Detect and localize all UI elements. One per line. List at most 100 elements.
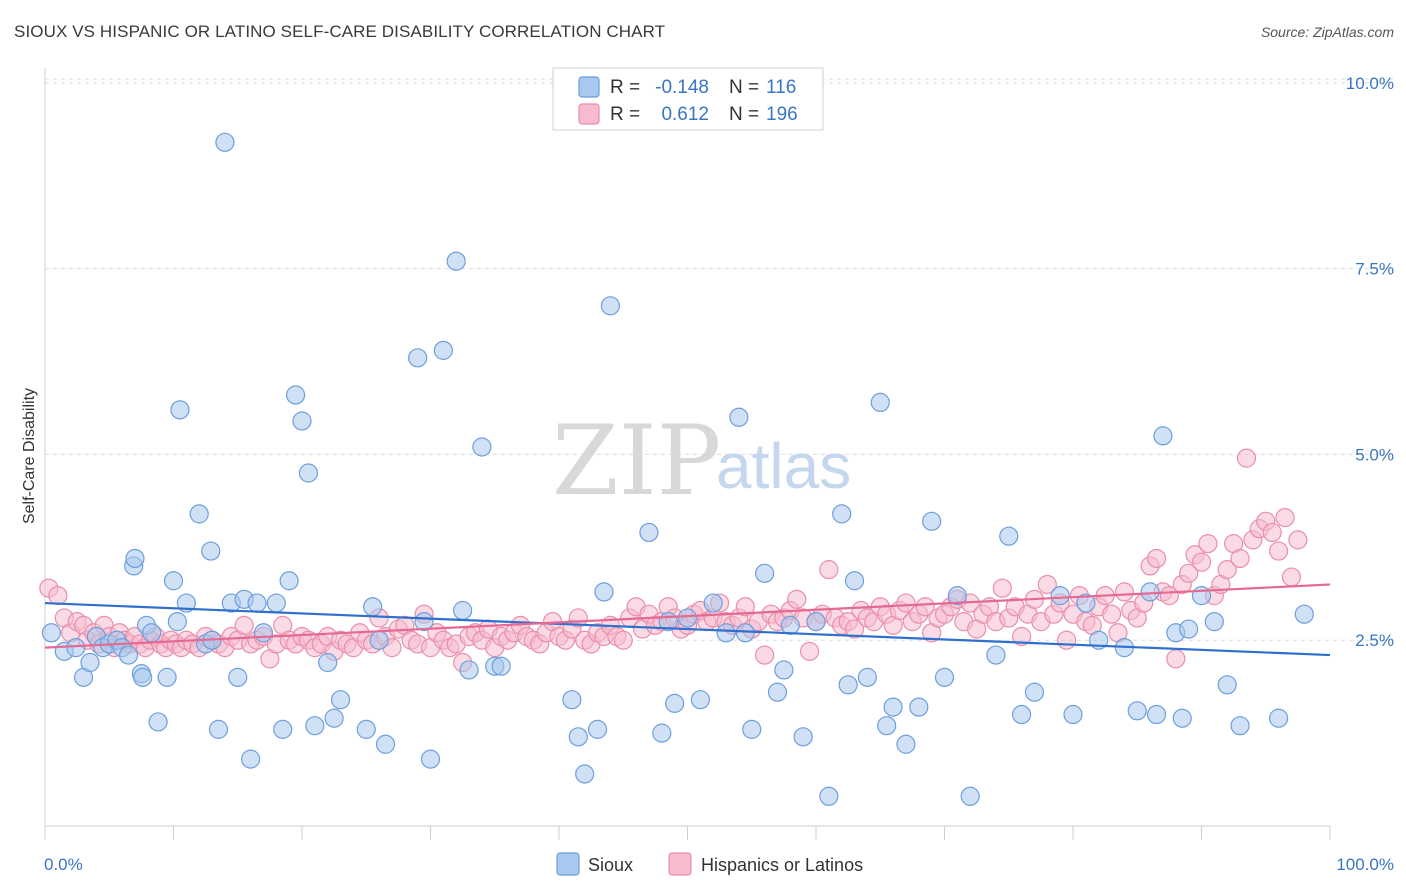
watermark-zip: ZIP [552,405,721,517]
sioux-point [292,411,312,431]
sioux-point [408,348,428,368]
sioux-point [189,504,209,524]
hispanic-point [1230,548,1250,569]
sioux-point [883,697,903,717]
sioux-point [1230,716,1250,736]
sioux-point [133,667,153,687]
sioux-point [754,563,775,583]
y-tick-labels: 2.5% 5.0% 7.5% 10.0% [1346,74,1394,650]
hispanic-point [1217,560,1237,580]
hispanic-point [799,641,820,661]
hispanic-point [1198,534,1218,554]
hispanic-point [844,619,865,639]
sioux-point [375,734,396,754]
sioux-point [420,749,441,769]
hispanic-point [1101,604,1122,624]
sioux-point [1063,704,1083,725]
sioux-point [1146,704,1167,725]
hispanic-point [1146,548,1167,569]
sioux-point [690,690,710,710]
sioux-points [41,132,1314,806]
sioux-point [877,716,897,736]
sioux-point [665,693,685,713]
x-tick-label-max: 100.0% [1336,855,1394,874]
sioux-point [896,734,916,754]
sioux-point [716,623,736,643]
sioux-point [363,597,383,617]
sioux-point [986,645,1006,665]
source-label: Source: ZipAtlas.com [1260,24,1394,40]
stats-legend: R = -0.148 N = 116 R = 0.612 N = 196 [552,67,824,131]
sioux-point [41,623,62,643]
sioux-point [870,392,890,413]
sioux-point [806,612,826,632]
sioux-point [857,667,878,687]
sioux-point [934,667,955,687]
sioux-series-label: Sioux [588,855,633,875]
sioux-point [453,600,473,621]
series-legend: Sioux Hispanics or Latinos [556,852,863,876]
sioux-point [1217,675,1237,695]
sioux-point [1140,582,1160,602]
trend-lines [44,583,1331,657]
sioux-point [228,667,248,687]
sioux-point [909,697,929,717]
y-tick-label: 10.0% [1346,74,1394,93]
sioux-point [735,623,755,643]
sioux-point [157,667,177,687]
sioux-point [247,593,267,613]
sioux-point [298,463,319,483]
sioux-point [208,719,229,739]
sioux-point [324,708,344,728]
sioux-point [1172,708,1192,728]
hispanic-point [1281,567,1302,587]
sioux-point [253,623,274,643]
sioux-point [832,504,852,524]
sioux-point [587,719,608,739]
hispanic-point [787,589,807,609]
hispanic-point [1236,448,1257,468]
chart-title: SIOUX VS HISPANIC OR LATINO SELF-CARE DI… [14,22,666,41]
sioux-point [273,719,293,739]
sioux-point [600,296,621,316]
sioux-point [575,764,595,784]
sioux-point [780,615,800,635]
sioux-point [491,656,511,676]
sioux-point [922,511,942,531]
sioux-point [793,727,813,747]
sioux-point [285,385,306,405]
sioux-point [125,548,145,569]
sioux-point [999,526,1019,546]
sioux-r-label: R = [610,77,640,98]
sioux-point [594,582,614,602]
y-axis-title: Self-Care Disability [21,388,38,524]
sioux-point [369,630,389,650]
sioux-point [330,690,351,710]
hispanic-point [234,615,254,635]
hispanic-series-swatch [668,852,692,876]
sioux-point [819,786,839,806]
y-tick-label: 5.0% [1355,445,1394,464]
sioux-point [163,571,184,591]
sioux-point [1011,704,1032,725]
hispanic-point [1179,563,1199,583]
hispanic-point [1288,530,1308,550]
sioux-point [1294,604,1314,624]
sioux-point [1179,619,1199,639]
watermark: ZIP atlas [552,405,851,517]
sioux-point [838,675,858,695]
hispanic-point [48,586,68,606]
sioux-point [947,586,967,606]
sioux-point [241,749,261,769]
sioux-r-value: -0.148 [655,77,709,98]
sioux-point [568,727,588,747]
sioux-point [305,716,325,736]
sioux-point [356,719,376,739]
sioux-point [562,690,582,710]
sioux-point [960,786,980,806]
sioux-point [433,340,453,360]
hispanic-legend-swatch [578,103,600,125]
sioux-point [1153,426,1173,446]
sioux-point [446,251,466,271]
